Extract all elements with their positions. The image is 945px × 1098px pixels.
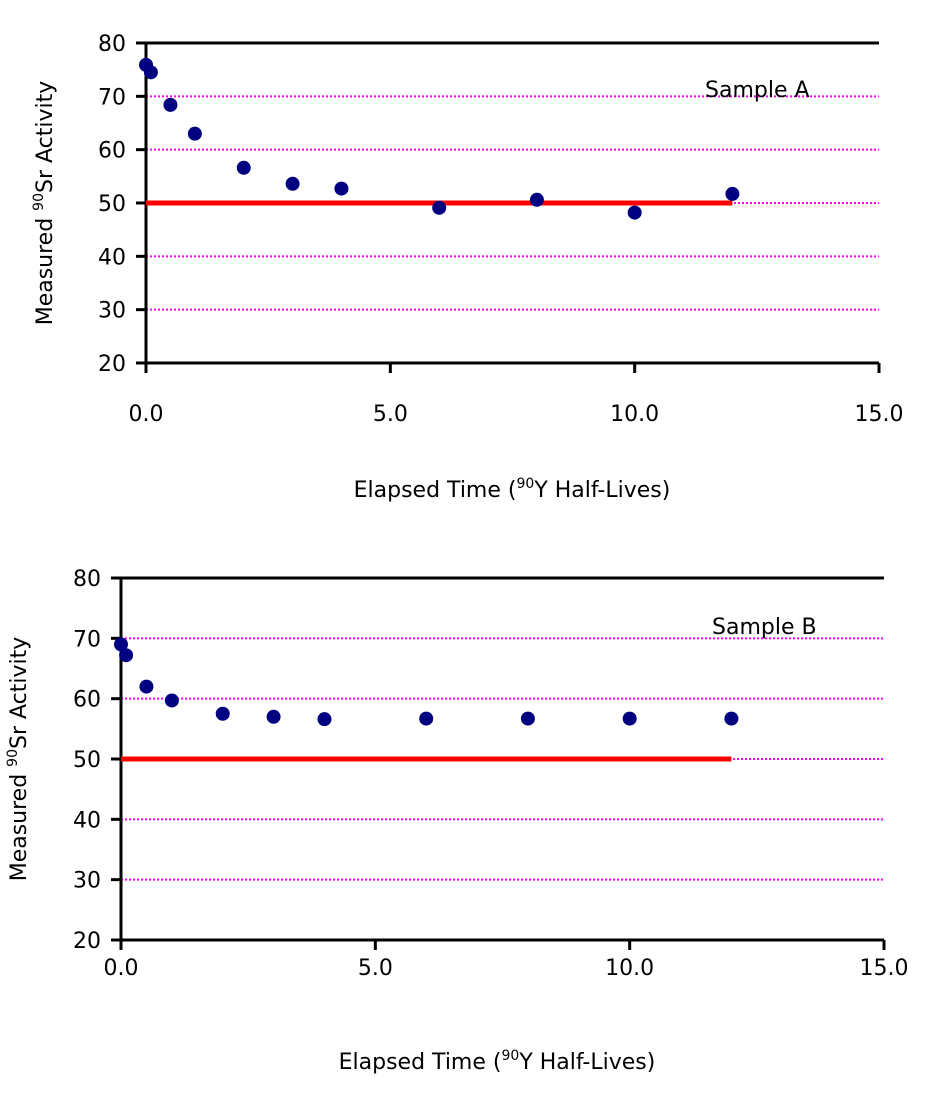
y-tick-label: 40 [73,808,101,833]
y-tick-label: 50 [73,748,101,773]
x-tick-label: 15.0 [855,402,904,427]
y-tick-label: 40 [98,245,126,270]
y-tick-label: 80 [98,32,126,57]
y-axis-title-post: Sr Activity [7,637,32,749]
sample-label: Sample A [705,78,810,103]
y-tick-label: 80 [73,567,101,592]
data-point [187,126,202,141]
data-point [266,709,281,724]
data-point [143,65,158,80]
x-axis-title-sup: 90 [516,476,534,492]
data-point [724,711,739,726]
x-axis-title-pre: Elapsed Time ( [339,1050,502,1075]
x-axis-title-post: Y Half-Lives) [518,1050,655,1075]
x-tick-label: 5.0 [358,956,393,981]
y-tick-label: 60 [98,139,126,164]
data-point [317,712,332,727]
chart-sample-b: 20 30 40 50 60 70 80 0.0 5.0 10.0 15.0 Sample B Elap… [5,567,908,1075]
x-tick-label: 0.0 [104,956,139,981]
y-tick-label: 20 [98,352,126,377]
data-point [163,97,178,112]
x-tick-label: 10.0 [610,402,659,427]
y-axis-title-sup: 90 [31,193,47,211]
y-tick-label: 50 [98,192,126,217]
data-point [627,205,642,220]
data-point [164,693,179,708]
y-axis-title-pre: Measured [33,211,58,325]
x-tick-label: 0.0 [129,402,164,427]
x-tick-label: 5.0 [373,402,408,427]
data-point [622,711,637,726]
y-axis-title-sup: 90 [5,749,21,767]
y-tick-label: 60 [73,688,101,713]
data-point [419,711,434,726]
sample-label: Sample B [712,615,817,640]
data-point [139,679,154,694]
data-point [725,186,740,201]
x-tick-label: 10.0 [605,956,654,981]
y-tick-label: 30 [73,869,101,894]
data-point [236,160,251,175]
y-tick-label: 20 [73,929,101,954]
y-tick-label: 30 [98,299,126,324]
data-point [119,648,134,663]
data-point [334,181,349,196]
y-axis-title: Measured 90Sr Activity [31,81,58,326]
data-point [529,192,544,207]
chart-sample-a: 20 30 40 50 60 70 80 0.0 5.0 10.0 15.0 Sample A Elap… [31,32,903,503]
y-axis-title-pre: Measured [7,767,32,881]
data-point [432,200,447,215]
y-tick-label: 70 [98,85,126,110]
x-axis-title-pre: Elapsed Time ( [354,478,517,503]
y-tick-label: 70 [73,627,101,652]
x-axis-title-sup: 90 [501,1048,519,1064]
x-axis-title-post: Y Half-Lives) [533,478,670,503]
y-axis-title-post: Sr Activity [33,81,58,193]
data-point [215,706,230,721]
x-axis-title: Elapsed Time (90Y Half-Lives) [339,1048,656,1075]
y-axis-title: Measured 90Sr Activity [5,637,32,882]
data-point [520,711,535,726]
data-point [285,176,300,191]
data-point [114,637,128,652]
x-tick-label: 15.0 [860,956,909,981]
x-axis-title: Elapsed Time (90Y Half-Lives) [354,476,671,503]
